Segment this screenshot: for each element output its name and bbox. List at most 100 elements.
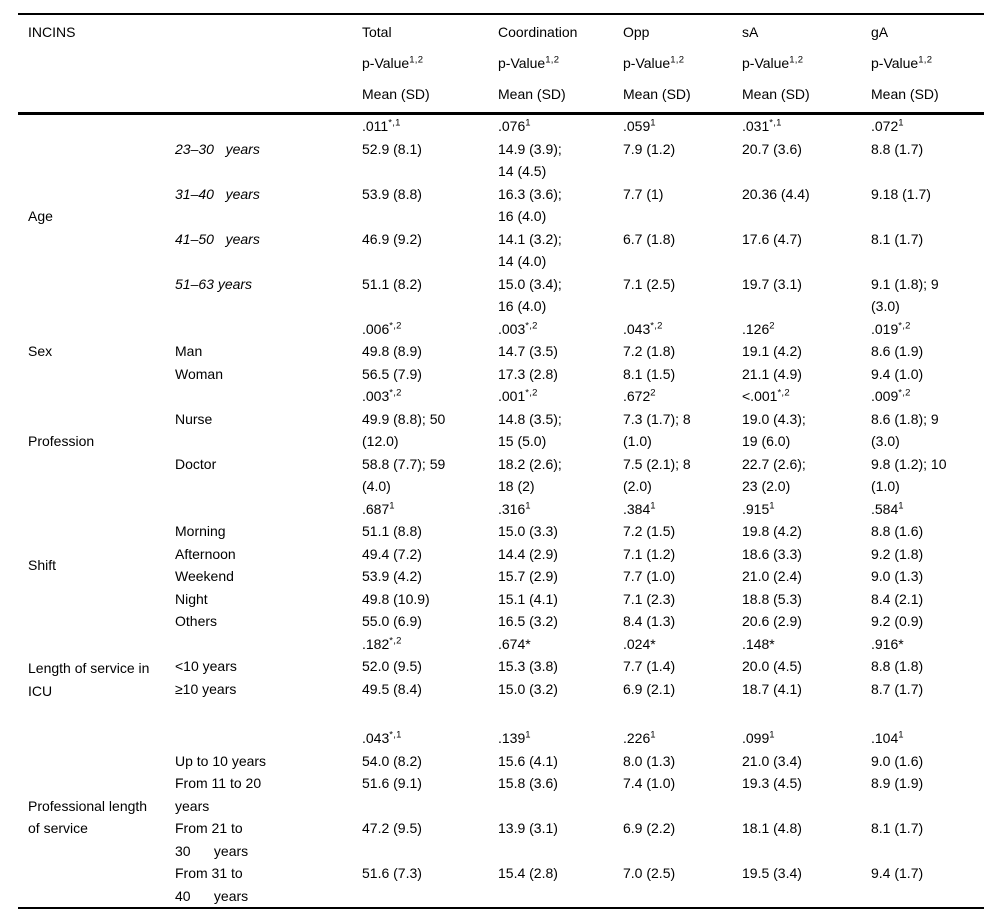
p-value-cell: .674* (498, 635, 531, 652)
column-title: Opp (623, 24, 650, 40)
p-value-cell: .031*,1 (742, 117, 782, 134)
mean-sd-cell: 8.1 (1.5) (623, 365, 676, 382)
column-title: sA (742, 24, 759, 40)
mean-sd-cell: 21.0 (3.4) (742, 752, 802, 769)
mean-sd-cell: 15.0 (3.3) (498, 523, 558, 539)
mean-sd-cell: 18.8 (5.3) (742, 590, 802, 607)
mean-sd-cell: 7.2 (1.8) (623, 343, 676, 359)
p-value-cell: .182*,2 (362, 634, 402, 652)
column-title: gA (871, 24, 889, 40)
mean-sd-cell: 7.1 (2.3) (623, 590, 676, 607)
mean-sd-cell: 9.0 (1.6) (871, 752, 924, 769)
mean-sd-cell: 49.9 (8.8); 50 (12.0) (362, 410, 446, 450)
mean-sd-cell: 7.1 (2.5) (623, 275, 676, 292)
p-value-header: p-Value1,2 (742, 54, 804, 71)
mean-sd-cell: 16.3 (3.6); 16 (4.0) (498, 185, 562, 225)
p-value-cell: .1391 (498, 729, 531, 746)
p-value-cell: .6722 (623, 387, 656, 404)
table-row: Up to 10 years 54.0 (8.2) 15.6 (4.1) 8.0 (1… (18, 750, 984, 773)
mean-sd-cell: 16.5 (3.2) (498, 613, 558, 629)
mean-sd-cell: 47.2 (9.5) (362, 820, 422, 836)
column-title: Total (362, 24, 392, 40)
header-row: INCINS Total p-Value1,2 Mean (SD) Coordi… (18, 14, 984, 114)
mean-sd-cell: 8.6 (1.9) (871, 343, 924, 359)
p-value-cell: .9151 (742, 499, 775, 517)
p-value-cell: .043*,1 (362, 729, 402, 746)
mean-sd-cell: 9.1 (1.8); 9 (3.0) (871, 275, 939, 315)
table-row: ≥10 years 49.5 (8.4) 15.0 (3.2) 6.9 (2.1) 18… (18, 678, 984, 701)
mean-sd-cell: 13.9 (3.1) (498, 820, 558, 836)
mean-sd-cell: 53.9 (4.2) (362, 568, 422, 584)
mean-sd-cell: 58.8 (7.7); 59 (4.0) (362, 455, 446, 495)
p-value-cell: .001*,2 (498, 387, 538, 404)
spacer-cell (623, 700, 742, 727)
mean-sd-cell: 51.6 (9.1) (362, 775, 422, 791)
row-label: From 11 to 20 years (175, 775, 262, 814)
mean-sd-cell: 6.9 (2.2) (623, 820, 676, 836)
p-value-cell: .0761 (498, 117, 531, 134)
mean-sd-cell: 20.7 (3.6) (742, 140, 802, 157)
group-label: Sex (28, 343, 53, 359)
mean-sd-cell: 8.0 (1.3) (623, 752, 676, 769)
mean-sd-cell: 15.4 (2.8) (498, 865, 558, 881)
p-value-cell: .003*,2 (498, 319, 538, 337)
mean-sd-cell: 15.0 (3.4); 16 (4.0) (498, 275, 562, 315)
row-label: 41–50 years (175, 230, 260, 247)
p-value-cell: .5841 (871, 499, 904, 517)
mean-sd-cell: 52.0 (9.5) (362, 658, 422, 674)
incins-table: INCINS Total p-Value1,2 Mean (SD) Coordi… (18, 13, 984, 909)
mean-sd-cell: 6.9 (2.1) (623, 680, 676, 697)
mean-sd-cell: 9.2 (1.8) (871, 545, 924, 562)
sub-label-column-header (175, 14, 362, 114)
row-label: 51–63 years (175, 275, 253, 292)
column-header-sa: sA p-Value1,2 Mean (SD) (742, 14, 871, 114)
mean-sd-cell: 14.9 (3.9); 14 (4.5) (498, 140, 562, 180)
mean-sd-cell: 19.3 (4.5) (742, 775, 802, 791)
mean-sd-cell: 53.9 (8.8) (362, 185, 422, 202)
p-value-superscript: 1,2 (545, 54, 560, 66)
mean-sd-cell: 15.7 (2.9) (498, 568, 558, 584)
mean-sd-header: Mean (SD) (498, 86, 566, 102)
mean-sd-cell: 21.1 (4.9) (742, 365, 802, 382)
mean-sd-cell: 20.6 (2.9) (742, 613, 802, 629)
mean-sd-cell: 19.5 (3.4) (742, 865, 802, 881)
group-label: Professional length of service (28, 797, 148, 837)
mean-sd-cell: 51.1 (8.8) (362, 523, 422, 539)
mean-sd-cell: 6.7 (1.8) (623, 230, 676, 247)
table-row: 31–40 years 53.9 (8.8) 16.3 (3.6); 16 (4.0… (18, 183, 984, 228)
mean-sd-cell: 9.4 (1.0) (871, 365, 924, 382)
p-value-cell: .0991 (742, 729, 775, 746)
row-label (175, 633, 362, 656)
mean-sd-cell: 7.2 (1.5) (623, 523, 676, 539)
row-label (175, 727, 362, 750)
mean-sd-cell: 15.0 (3.2) (498, 680, 558, 697)
p-value-cell: .019*,2 (871, 319, 911, 337)
p-value-cell: .003*,2 (362, 387, 402, 404)
row-label: Night (175, 590, 208, 607)
p-value-row: Shift .6871 .3161 .3841 .9151 .5841 (18, 498, 984, 573)
table-row: Man 49.8 (8.9) 14.7 (3.5) 7.2 (1.8) 19.1 (4.… (18, 340, 984, 363)
mean-sd-cell: 19.7 (3.1) (742, 275, 802, 292)
mean-sd-cell: 18.2 (2.6); 18 (2) (498, 455, 562, 495)
table-row: From 21 to 30 years 47.2 (9.5) 13.9 (3.1) 6… (18, 817, 984, 862)
p-value-cell: .006*,2 (362, 319, 402, 337)
mean-sd-cell: 8.8 (1.6) (871, 523, 924, 539)
mean-sd-cell: 18.6 (3.3) (742, 545, 802, 562)
mean-sd-cell: 20.0 (4.5) (742, 658, 802, 674)
mean-sd-header: Mean (SD) (623, 86, 691, 102)
table-corner-header: INCINS (18, 14, 175, 114)
mean-sd-cell: 8.6 (1.8); 9 (3.0) (871, 410, 939, 450)
table-row: Morning 51.1 (8.8) 15.0 (3.3) 7.2 (1.5) 19.8… (18, 520, 984, 543)
mean-sd-cell: 8.4 (2.1) (871, 590, 924, 607)
row-label (175, 114, 362, 138)
mean-sd-cell: 8.8 (1.7) (871, 140, 924, 157)
mean-sd-cell: 9.8 (1.2); 10 (1.0) (871, 455, 947, 495)
mean-sd-cell: 19.1 (4.2) (742, 343, 802, 359)
group-label: Shift (28, 556, 57, 573)
table-row: 51–63 years 51.1 (8.2) 15.0 (3.4); 16 (4.0… (18, 273, 984, 318)
mean-sd-cell: 52.9 (8.1) (362, 140, 422, 157)
mean-sd-cell: 14.4 (2.9) (498, 545, 558, 562)
mean-sd-cell: 51.6 (7.3) (362, 865, 422, 881)
p-value-row: Profession .003*,2 .001*,2 .6722 <.001*,2 .00… (18, 385, 984, 449)
